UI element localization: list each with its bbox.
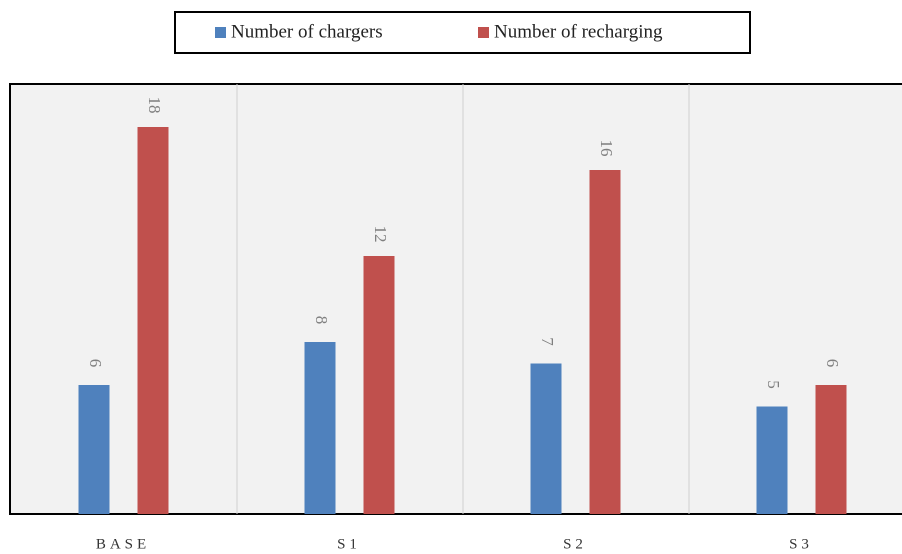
data-label: 8	[312, 316, 331, 325]
data-label: 16	[597, 140, 616, 157]
legend-swatch	[478, 27, 489, 38]
bar	[530, 363, 562, 514]
x-tick-label: S3	[789, 536, 813, 552]
bar	[304, 342, 336, 514]
data-label: 5	[764, 380, 783, 389]
bar	[78, 385, 110, 514]
bar	[815, 385, 847, 514]
x-tick-label: BASE	[96, 536, 150, 552]
legend-box	[174, 11, 751, 54]
legend-swatch	[215, 27, 226, 38]
bar	[756, 406, 788, 514]
x-tick-label: S2	[563, 536, 587, 552]
legend-label: Number of recharging	[494, 21, 663, 42]
bar	[589, 170, 621, 514]
data-label: 12	[371, 226, 390, 243]
legend-label: Number of chargers	[231, 21, 383, 42]
x-tick-label: S1	[337, 536, 361, 552]
bar	[363, 256, 395, 514]
data-label: 6	[86, 359, 105, 368]
bar	[137, 127, 169, 514]
data-label: 18	[145, 97, 164, 114]
data-label: 7	[538, 337, 557, 346]
data-label: 6	[823, 359, 842, 368]
